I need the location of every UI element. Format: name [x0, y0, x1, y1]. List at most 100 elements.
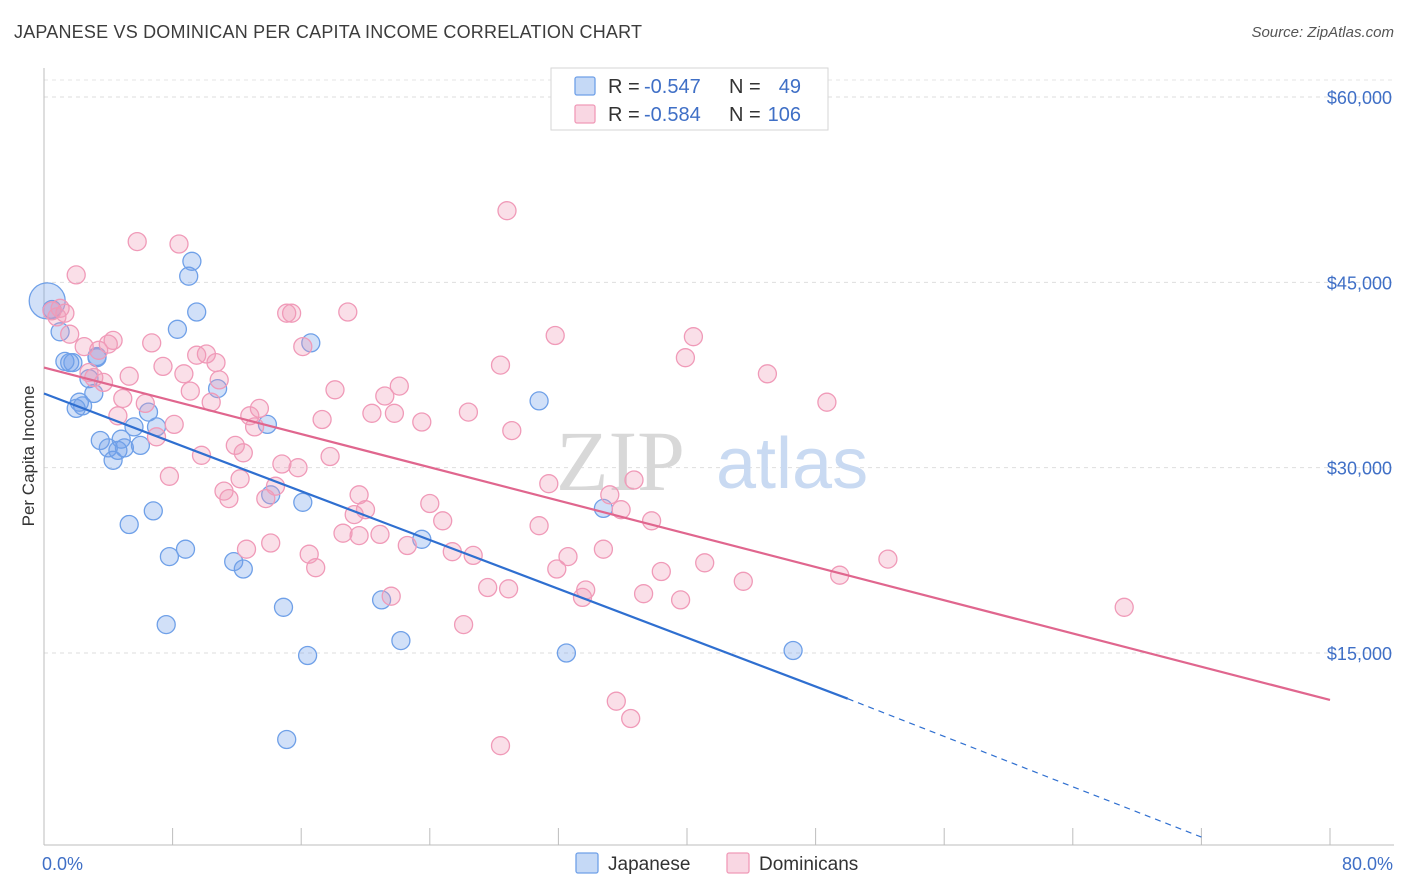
dominicans-point [306, 558, 326, 578]
dominicans-point [66, 265, 86, 285]
r-label: R = [608, 104, 640, 126]
dominicans-point [420, 493, 440, 514]
japanese-point [175, 539, 196, 559]
watermark: ZIP atlas [556, 413, 868, 509]
dominicans-point [490, 355, 511, 375]
dominicans-point [219, 488, 239, 509]
dominicans-point [375, 386, 395, 406]
japanese-point [297, 645, 318, 666]
n-label: N = [729, 104, 761, 126]
japanese-point [187, 302, 207, 322]
dominicans-point [433, 511, 453, 531]
dominicans-point [502, 420, 522, 441]
japanese-point [182, 251, 202, 271]
dominicans-point [633, 584, 654, 604]
n-value: 49 [779, 76, 801, 98]
dominicans-point [333, 523, 353, 543]
legend-label-dominicans: Dominicans [759, 854, 858, 875]
dominicans-point [490, 736, 511, 756]
dominicans-point [249, 398, 270, 419]
japanese-point [119, 514, 139, 535]
japanese-point [529, 391, 549, 411]
dominicans-point [453, 614, 474, 635]
watermark-zip: ZIP [556, 413, 685, 509]
y-tick-label: $30,000 [1327, 459, 1392, 479]
dominicans-point [606, 691, 626, 711]
chart-title: JAPANESE VS DOMINICAN PER CAPITA INCOME … [14, 22, 643, 42]
dominicans-point [878, 549, 898, 569]
dominicans-point [89, 340, 109, 360]
dominicans-point [611, 500, 631, 520]
dominicans-point [458, 402, 479, 422]
dominicans-point [142, 333, 162, 353]
dominicans-point [338, 302, 358, 322]
dominicans-trend-line [43, 366, 1331, 702]
japanese-point [130, 435, 151, 456]
dominicans-point [159, 466, 180, 486]
japanese-point [783, 640, 803, 661]
japanese-point [371, 590, 392, 610]
x-tick-label-min: 0.0% [42, 854, 83, 874]
japanese-point [167, 319, 188, 339]
japanese-point [277, 729, 297, 750]
dominicans-point [174, 364, 194, 384]
dominicans-point [281, 303, 302, 323]
legend-swatch-japanese [575, 852, 599, 874]
r-value: -0.584 [644, 104, 701, 126]
dominicans-point [288, 458, 308, 478]
watermark-atlas: atlas [716, 424, 868, 504]
dominicans-point [320, 446, 340, 467]
y-tick-label: $60,000 [1327, 88, 1392, 108]
x-tick-label-max: 80.0% [1342, 854, 1393, 874]
dominicans-point [209, 370, 229, 390]
dominicans-point [670, 590, 691, 610]
dominicans-point [651, 561, 671, 582]
japanese-point [90, 430, 110, 451]
dominicans-point [225, 435, 245, 456]
n-value: 106 [768, 104, 801, 126]
japanese-point [159, 546, 180, 567]
dominicans-point [272, 454, 292, 474]
dominicans-point [293, 336, 313, 357]
japanese-point [293, 492, 313, 512]
dominicans-point [624, 470, 644, 490]
dominicans-point [683, 327, 704, 347]
dominicans-point [1114, 597, 1134, 617]
dominicans-point [600, 485, 620, 505]
dominicans-point [60, 324, 80, 344]
dominicans-point [497, 201, 517, 221]
y-tick-label: $15,000 [1327, 644, 1392, 664]
japanese-point [111, 429, 131, 449]
dominicans-point [180, 381, 200, 401]
dominicans-point [230, 469, 250, 489]
dominicans-point [312, 409, 332, 430]
dominicans-point [153, 356, 173, 377]
stats-legend: R = -0.547 N = 49 R = -0.584 N = 106 [550, 67, 829, 131]
dominicans-point [478, 577, 498, 598]
dominicans-point [389, 376, 409, 396]
dominicans-point [103, 330, 123, 351]
japanese-point [556, 643, 577, 663]
dominicans-point [261, 533, 281, 553]
dominicans-point [233, 443, 253, 463]
dominicans-point [498, 579, 519, 599]
japanese-point [391, 630, 411, 651]
dominicans-point [547, 559, 567, 579]
stats-swatch-dominicans [574, 104, 596, 124]
y-axis-title: Per Capita Income [19, 386, 38, 527]
japanese-point [156, 614, 176, 635]
japanese-point [143, 501, 163, 521]
japanese-point [233, 559, 253, 579]
japanese-trend-extension [847, 698, 1202, 838]
dominicans-point [325, 380, 345, 400]
dominicans-point [127, 231, 147, 252]
dominicans-point [733, 571, 753, 591]
dominicans-point [593, 539, 614, 559]
dominicans-point [349, 525, 369, 546]
dominicans-point [558, 546, 578, 567]
dominicans-point [817, 392, 837, 412]
dominicans-point [384, 403, 405, 423]
dominicans-point [113, 388, 133, 409]
y-tick-label: $45,000 [1327, 273, 1392, 293]
